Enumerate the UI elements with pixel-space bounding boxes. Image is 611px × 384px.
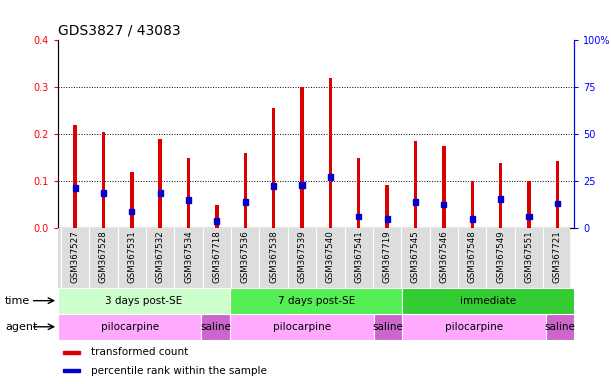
Text: GDS3827 / 43083: GDS3827 / 43083 [58,23,181,37]
Text: time: time [5,296,30,306]
Bar [130,172,133,228]
Bar [527,214,532,219]
Bar [555,161,559,228]
Bar [271,183,276,189]
Text: GSM367528: GSM367528 [99,230,108,283]
Bar [243,199,248,205]
Bar [130,209,134,214]
Text: GSM367540: GSM367540 [326,230,335,283]
Bar [230,288,402,314]
Bar [414,141,417,228]
Bar [470,216,475,222]
Text: saline: saline [544,322,576,332]
Text: GSM367541: GSM367541 [354,230,364,283]
Text: pilocarpine: pilocarpine [101,322,159,332]
Bar [158,139,162,228]
Text: GSM367532: GSM367532 [156,230,165,283]
Bar [186,197,191,203]
Bar [230,314,373,340]
Bar [187,157,190,228]
Bar [299,182,304,188]
Text: 7 days post-SE: 7 days post-SE [277,296,355,306]
Bar [402,288,574,314]
Text: saline: saline [200,322,231,332]
Text: 3 days post-SE: 3 days post-SE [106,296,183,306]
Bar [373,314,402,340]
Text: GSM367546: GSM367546 [439,230,448,283]
Text: immediate: immediate [460,296,516,306]
Bar [158,190,163,195]
Bar [58,314,202,340]
Bar [215,205,219,228]
Bar [384,216,390,222]
Bar [328,174,333,180]
Bar [498,196,503,202]
Bar [214,218,219,224]
Bar [441,202,447,207]
Bar [272,108,276,228]
Text: GSM367545: GSM367545 [411,230,420,283]
Bar [63,369,80,372]
Text: GSM367539: GSM367539 [298,230,307,283]
Text: agent: agent [5,322,37,332]
Bar [357,159,360,228]
Bar [527,181,530,228]
Bar [546,314,574,340]
Bar [386,185,389,228]
Bar [244,153,247,228]
Bar [356,214,361,219]
Text: GSM367721: GSM367721 [553,230,562,283]
Text: GSM367718: GSM367718 [213,230,221,283]
Text: GSM367551: GSM367551 [524,230,533,283]
Bar [329,78,332,228]
Bar [300,87,304,228]
Bar [413,199,418,205]
Text: transformed count: transformed count [90,347,188,357]
Bar [58,288,230,314]
Bar [101,132,105,228]
Bar [402,314,546,340]
Text: GSM367549: GSM367549 [496,230,505,283]
Bar [73,124,77,228]
Bar [555,201,560,207]
Text: GSM367538: GSM367538 [269,230,278,283]
Text: GSM367548: GSM367548 [467,230,477,283]
Text: percentile rank within the sample: percentile rank within the sample [90,366,266,376]
Text: pilocarpine: pilocarpine [445,322,503,332]
Text: GSM367534: GSM367534 [184,230,193,283]
Bar [101,190,106,195]
Text: GSM367531: GSM367531 [127,230,136,283]
Bar [499,163,502,228]
Text: GSM367536: GSM367536 [241,230,250,283]
Bar [442,146,445,228]
Bar [470,181,474,228]
Text: saline: saline [373,322,403,332]
Bar [73,185,78,191]
Text: GSM367719: GSM367719 [382,230,392,283]
Bar [63,351,80,354]
Text: GSM367527: GSM367527 [70,230,79,283]
Text: pilocarpine: pilocarpine [273,322,331,332]
Bar [202,314,230,340]
